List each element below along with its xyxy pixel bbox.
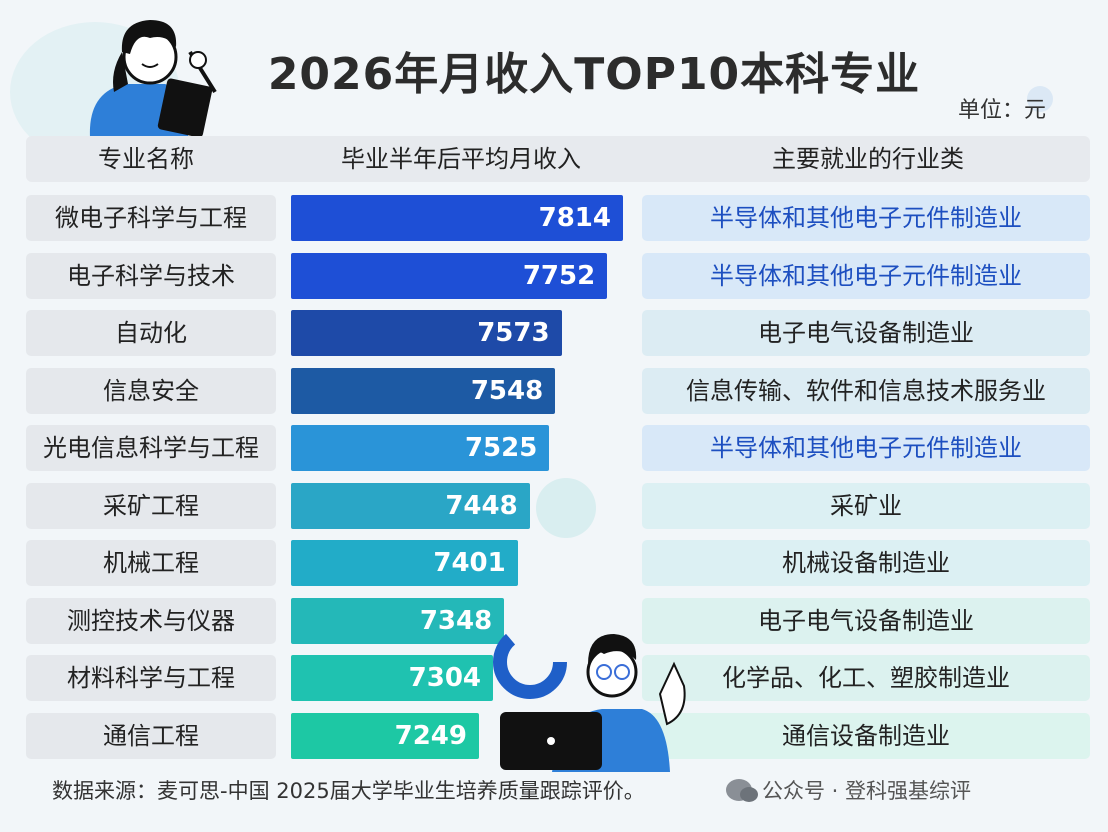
major-name: 通信工程	[26, 712, 276, 759]
table-row: 光电信息科学与工程 7525 半导体和其他电子元件制造业	[0, 425, 1108, 471]
person-with-tablet-illustration	[89, 20, 217, 137]
major-name: 机械工程	[26, 540, 276, 586]
income-bar: 7548	[291, 367, 556, 414]
major-name: 采矿工程	[26, 482, 276, 529]
income-value-label: 7304	[408, 663, 482, 693]
industry-cell: 采矿业	[642, 482, 1090, 529]
industry-cell: 电子电气设备制造业	[642, 597, 1090, 644]
table-row: 采矿工程 7448 采矿业	[0, 482, 1108, 529]
table-row: 自动化 7573 电子电气设备制造业	[0, 310, 1108, 356]
unit-label: 单位：元	[957, 98, 1046, 123]
decorative-dot	[1027, 86, 1053, 112]
source-footnote: 数据来源：麦可思-中国 2025届大学毕业生培养质量跟踪评价。	[52, 779, 645, 803]
table-row: 通信工程 7249 通信设备制造业	[0, 712, 1108, 759]
wechat-account-label: 公众号 · 登科强基综评	[762, 779, 972, 803]
income-value-label: 7814	[538, 203, 611, 233]
table-row: 电子科学与技术 7752 半导体和其他电子元件制造业	[0, 252, 1108, 299]
income-bar: 7401	[291, 540, 518, 586]
major-name: 信息安全	[26, 367, 276, 414]
table-row: 微电子科学与工程 7814 半导体和其他电子元件制造业	[0, 195, 1108, 241]
income-bar: 7752	[291, 252, 608, 299]
income-value-label: 7752	[522, 260, 596, 291]
header-income: 毕业半年后平均月收入	[341, 145, 581, 173]
person-with-laptop-illustration	[493, 625, 686, 772]
income-value-label: 7249	[394, 720, 467, 751]
income-value-label: 7548	[470, 375, 544, 406]
table-row: 信息安全 7548 信息传输、软件和信息技术服务业	[0, 367, 1108, 414]
income-bar: 7573	[291, 310, 562, 356]
income-value-label: 7401	[433, 548, 506, 578]
header-major: 专业名称	[98, 145, 194, 173]
income-value-label: 7348	[419, 605, 493, 636]
income-bar: 7249	[291, 712, 479, 759]
major-name: 电子科学与技术	[26, 252, 276, 299]
major-name: 材料科学与工程	[26, 655, 276, 701]
wechat-icon	[726, 779, 758, 802]
major-name: 测控技术与仪器	[26, 597, 276, 644]
industry-cell: 半导体和其他电子元件制造业	[642, 425, 1090, 471]
industry-cell: 机械设备制造业	[642, 540, 1090, 586]
income-bar: 7448	[291, 482, 530, 529]
industry-cell: 化学品、化工、塑胶制造业	[642, 655, 1090, 701]
table-row: 材料科学与工程 7304 化学品、化工、塑胶制造业	[0, 655, 1108, 701]
income-bar: 7525	[291, 425, 550, 471]
income-bar: 7348	[291, 597, 505, 644]
income-value-label: 7448	[445, 490, 518, 521]
wechat-watermark: 公众号 · 登科强基综评	[726, 775, 971, 805]
income-value-label: 7525	[464, 433, 538, 463]
industry-cell: 半导体和其他电子元件制造业	[642, 252, 1090, 299]
table-row: 机械工程 7401 机械设备制造业	[0, 540, 1108, 586]
table-row: 测控技术与仪器 7348 电子电气设备制造业	[0, 597, 1108, 644]
chart-title: 2026年月收入TOP10本科专业	[267, 49, 921, 100]
major-name: 自动化	[26, 310, 276, 356]
income-bar: 7304	[291, 655, 494, 701]
header-industry: 主要就业的行业类	[772, 145, 964, 173]
industry-cell: 通信设备制造业	[642, 712, 1090, 759]
income-bar: 7814	[291, 195, 623, 241]
industry-cell: 半导体和其他电子元件制造业	[642, 195, 1090, 241]
industry-cell: 信息传输、软件和信息技术服务业	[642, 367, 1090, 414]
major-name: 光电信息科学与工程	[26, 425, 276, 471]
income-value-label: 7573	[477, 318, 550, 348]
decorative-circle	[536, 478, 596, 538]
major-name: 微电子科学与工程	[26, 195, 276, 241]
table-header: 专业名称 毕业半年后平均月收入 主要就业的行业类	[26, 136, 1090, 182]
industry-cell: 电子电气设备制造业	[642, 310, 1090, 356]
